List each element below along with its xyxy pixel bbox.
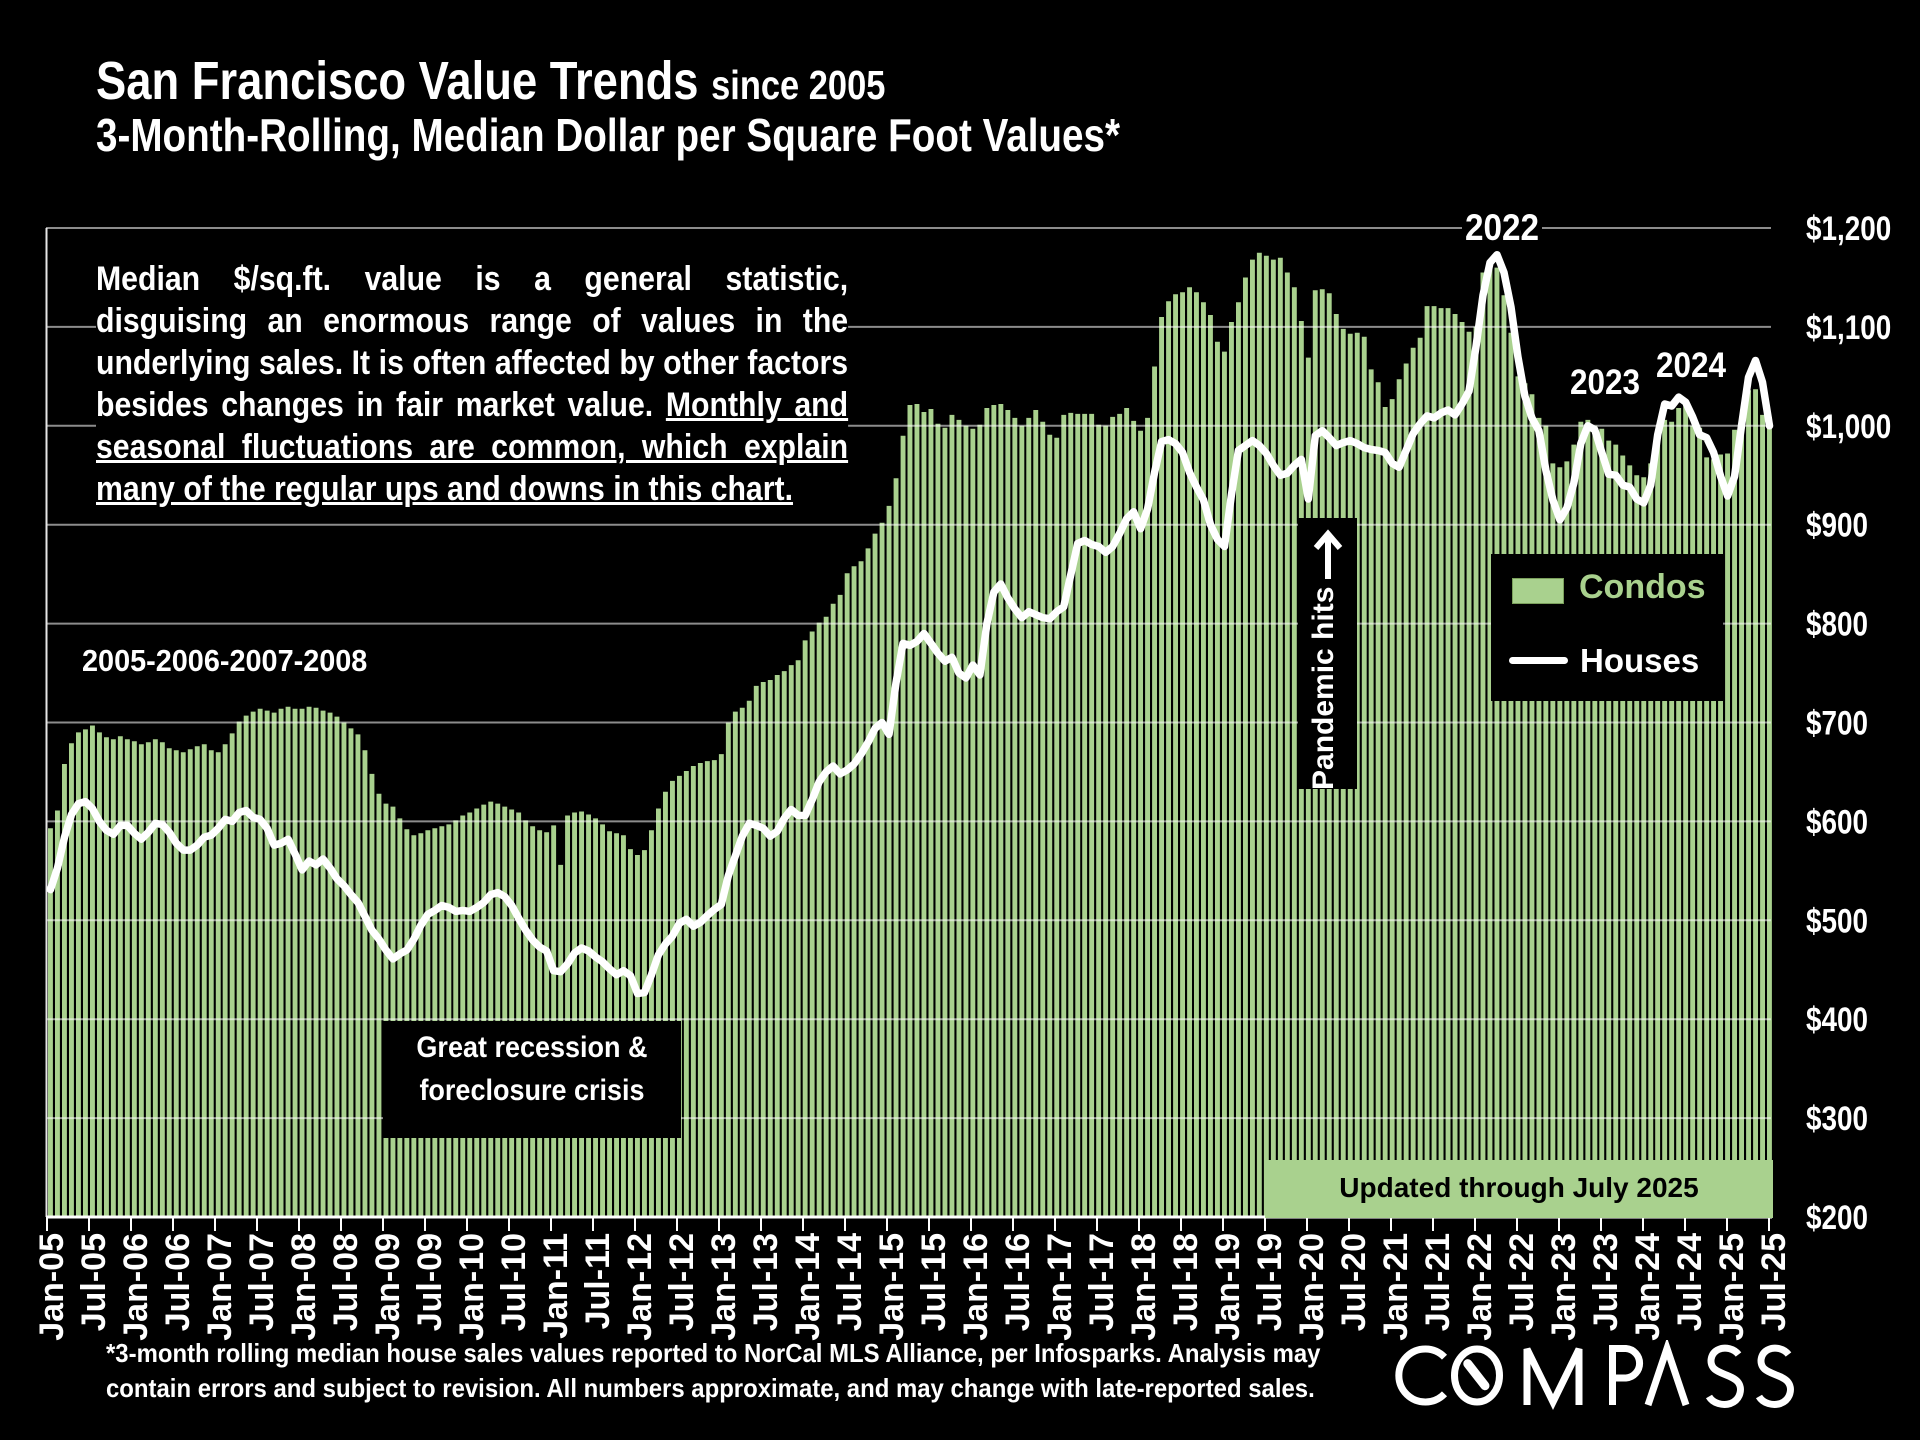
svg-text:Jul-22: Jul-22 <box>1503 1233 1541 1331</box>
svg-text:$1,100: $1,100 <box>1806 308 1891 346</box>
svg-text:$600: $600 <box>1806 803 1868 841</box>
svg-text:Jul-09: Jul-09 <box>411 1233 449 1331</box>
svg-text:$1,200: $1,200 <box>1806 209 1891 247</box>
svg-text:Jul-05: Jul-05 <box>75 1233 113 1331</box>
svg-text:Jan-14: Jan-14 <box>789 1233 827 1341</box>
svg-text:$500: $500 <box>1806 902 1868 940</box>
svg-text:Jul-17: Jul-17 <box>1083 1233 1121 1331</box>
svg-text:Jan-06: Jan-06 <box>117 1233 155 1341</box>
svg-text:Jan-05: Jan-05 <box>33 1233 71 1341</box>
svg-text:Jul-19: Jul-19 <box>1251 1233 1289 1331</box>
svg-text:Jan-22: Jan-22 <box>1461 1233 1499 1341</box>
svg-text:Jul-24: Jul-24 <box>1671 1233 1709 1331</box>
svg-text:Jan-07: Jan-07 <box>201 1233 239 1341</box>
svg-text:Jul-16: Jul-16 <box>999 1233 1037 1331</box>
svg-text:Jul-10: Jul-10 <box>495 1233 533 1331</box>
svg-text:$800: $800 <box>1806 605 1868 643</box>
svg-text:Jan-25: Jan-25 <box>1713 1233 1751 1341</box>
svg-text:Jan-24: Jan-24 <box>1629 1233 1667 1341</box>
svg-text:$700: $700 <box>1806 704 1868 742</box>
svg-text:Jan-19: Jan-19 <box>1209 1233 1247 1341</box>
svg-text:Jan-13: Jan-13 <box>705 1233 743 1341</box>
svg-text:$200: $200 <box>1806 1198 1868 1236</box>
svg-text:Jul-15: Jul-15 <box>915 1233 953 1331</box>
svg-text:$300: $300 <box>1806 1099 1868 1137</box>
svg-text:Jan-08: Jan-08 <box>285 1233 323 1341</box>
svg-text:Jul-23: Jul-23 <box>1587 1233 1625 1331</box>
svg-text:Jul-08: Jul-08 <box>327 1233 365 1331</box>
svg-text:Jul-06: Jul-06 <box>159 1233 197 1331</box>
svg-text:Jan-17: Jan-17 <box>1041 1233 1079 1341</box>
svg-text:$1,000: $1,000 <box>1806 407 1891 445</box>
svg-text:Jul-21: Jul-21 <box>1419 1233 1457 1331</box>
svg-text:Jul-25: Jul-25 <box>1755 1233 1793 1331</box>
svg-text:$900: $900 <box>1806 506 1868 544</box>
svg-text:Jan-23: Jan-23 <box>1545 1233 1583 1341</box>
svg-text:Jul-20: Jul-20 <box>1335 1233 1373 1331</box>
svg-text:Jan-12: Jan-12 <box>621 1233 659 1341</box>
svg-text:Jul-18: Jul-18 <box>1167 1233 1205 1331</box>
svg-text:Jan-16: Jan-16 <box>957 1233 995 1341</box>
svg-text:Jan-11: Jan-11 <box>537 1233 575 1339</box>
svg-text:2023: 2023 <box>1570 364 1640 403</box>
svg-text:Jul-13: Jul-13 <box>747 1233 785 1331</box>
svg-text:Jan-18: Jan-18 <box>1125 1233 1163 1341</box>
svg-text:Jul-14: Jul-14 <box>831 1233 869 1331</box>
svg-text:Jul-07: Jul-07 <box>243 1233 281 1331</box>
svg-text:Jan-15: Jan-15 <box>873 1233 911 1341</box>
svg-text:Jul-11: Jul-11 <box>579 1233 617 1329</box>
svg-text:2024: 2024 <box>1656 347 1727 386</box>
svg-text:2022: 2022 <box>1465 207 1539 248</box>
svg-text:$400: $400 <box>1806 1001 1868 1039</box>
svg-text:Jul-12: Jul-12 <box>663 1233 701 1331</box>
svg-text:Jan-09: Jan-09 <box>369 1233 407 1341</box>
svg-text:Jan-10: Jan-10 <box>453 1233 491 1341</box>
svg-text:Jan-20: Jan-20 <box>1293 1233 1331 1341</box>
svg-text:Jan-21: Jan-21 <box>1377 1233 1415 1341</box>
